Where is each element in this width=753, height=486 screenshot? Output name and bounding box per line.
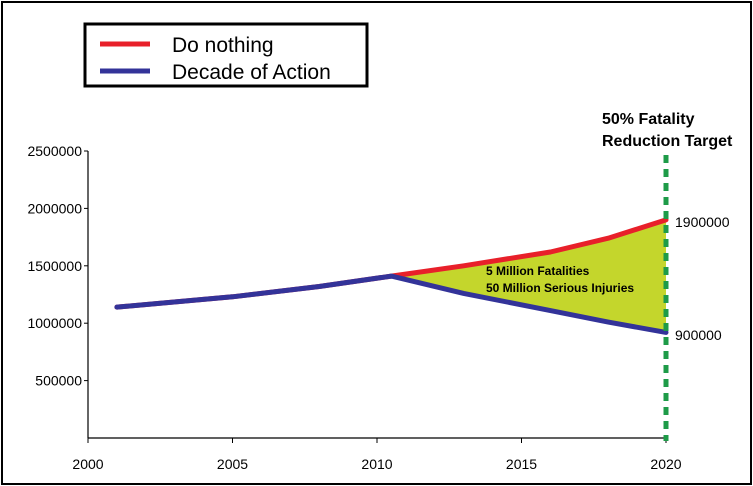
y-tick-label: 1500000 [27, 258, 82, 274]
x-axis-ticks: 2000 2005 2010 2015 2020 [72, 438, 682, 472]
x-tick-label: 2000 [72, 456, 103, 472]
target-label-line2: Reduction Target [602, 133, 733, 150]
region-annotation-line1: 5 Million Fatalities [486, 264, 590, 278]
x-tick-label: 2015 [506, 456, 537, 472]
y-tick-label: 500000 [35, 373, 82, 389]
x-tick-label: 2010 [361, 456, 392, 472]
region-annotation-line2: 50 Million Serious Injuries [486, 281, 634, 295]
legend-label-do-nothing: Do nothing [172, 34, 274, 57]
x-tick-label: 2005 [217, 456, 248, 472]
series-line-decade-of-action [114, 273, 669, 335]
target-label-line1: 50% Fatality [602, 111, 695, 128]
y-tick-label: 1000000 [27, 315, 82, 331]
y-axis-ticks: 2500000 2000000 1500000 1000000 500000 [27, 143, 88, 389]
end-label-decade-of-action: 900000 [675, 327, 722, 343]
end-label-do-nothing: 1900000 [675, 214, 730, 230]
legend-label-decade-of-action: Decade of Action [172, 61, 331, 84]
y-tick-label: 2000000 [27, 200, 82, 216]
x-tick-label: 2020 [650, 456, 681, 472]
legend: Do nothing Decade of Action [83, 22, 369, 88]
legend-box [83, 22, 369, 88]
y-tick-label: 2500000 [27, 143, 82, 159]
shaded-gap-region [391, 219, 666, 333]
